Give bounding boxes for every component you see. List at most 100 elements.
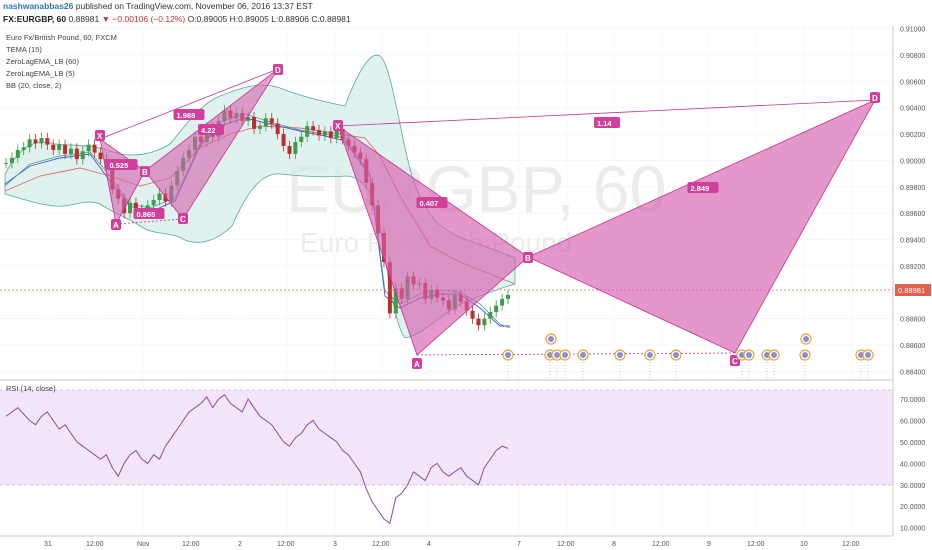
pattern-point-b: B (142, 168, 148, 177)
legend-symbol[interactable]: Euro Fx/British Pound, 60, FXCM (6, 33, 117, 42)
symbol-line: FX:EURGBP, 60 0.88981 ▼ −0.00106 (−0.12%… (0, 13, 932, 26)
pattern-point-box (870, 92, 880, 103)
candle-body (328, 131, 333, 139)
pattern-point-labels: X A B C D X A B C D (95, 64, 880, 369)
time-axis-ticks[interactable]: 31 12:00 Nov 12:00 2 12:00 3 12:00 4 7 12:00 8 12:00… (44, 541, 860, 548)
event-flag-dot (647, 352, 653, 358)
event-flag-dot (858, 352, 864, 358)
time-tick-label: Nov (137, 541, 150, 548)
event-flag-dot (764, 352, 770, 358)
candle-body (470, 310, 475, 319)
rsi-tick-label: 20.0000 (900, 504, 925, 511)
pattern-2-ac-line (416, 352, 736, 356)
candle-body (86, 144, 91, 152)
price-axis-ticks[interactable]: 0.91000 0.90800 0.90600 0.90400 0.90200 0.900… (900, 27, 925, 377)
price-tick-label: 0.89400 (900, 238, 925, 245)
price-tick-label: 0.88800 (900, 317, 925, 324)
author-link[interactable]: nashwanabbas26 (3, 1, 74, 11)
event-flag-dot (547, 352, 553, 358)
event-flag-dot (865, 352, 871, 358)
candle-body (252, 116, 257, 129)
time-tick-label: 4 (427, 541, 431, 548)
candle-body (506, 294, 510, 299)
event-flag-dot (554, 352, 560, 358)
candle-body (9, 157, 14, 164)
time-tick-label: 3 (333, 541, 337, 548)
published-text: published on TradingView.com, November 0… (75, 1, 313, 11)
candle-body (151, 200, 156, 206)
price-change: −0.00106 (−0.12%) (112, 14, 186, 24)
rsi-tick-label: 40.0000 (900, 461, 925, 468)
pattern-point-box (140, 166, 150, 177)
symbol-name[interactable]: FX:EURGBP, 60 (3, 14, 67, 24)
candle-body (263, 118, 268, 127)
price-tick-label: 0.88600 (900, 343, 925, 350)
candle-body (317, 130, 322, 136)
time-tick-label: 12:00 (652, 541, 670, 548)
down-arrow-icon: ▼ (101, 14, 111, 24)
event-flag-dot (802, 352, 808, 358)
ratio-label: 0.525 (110, 161, 129, 170)
economic-event-flags[interactable] (502, 333, 874, 382)
event-flag-dot (617, 352, 623, 358)
price-tick-label: 0.90400 (900, 106, 925, 113)
candle-body (74, 148, 79, 160)
publisher-line: nashwanabbas26 published on TradingView.… (0, 0, 932, 13)
candle-body (57, 144, 62, 150)
candle-body (45, 138, 50, 145)
price-tick-label: 0.90200 (900, 132, 925, 139)
chart-canvas[interactable]: EURGBP, 60 Euro Fx/British Pound XABCDXA… (0, 26, 932, 550)
indicator-legend[interactable]: Euro Fx/British Pound, 60, FXCM TEMA (15… (6, 33, 117, 90)
legend-tema[interactable]: TEMA (15) (6, 45, 42, 54)
ratio-label-box (416, 197, 448, 208)
legend-zerolag-60[interactable]: ZeroLagEMA_LB (60) (6, 57, 79, 66)
ratio-label-box (106, 159, 138, 170)
pattern-2-xab-triangle (337, 124, 529, 356)
price-tick-label: 0.89800 (900, 185, 925, 192)
pattern-1-bcd-triangle (144, 68, 279, 220)
pattern-2-xd-line (337, 99, 876, 127)
pattern-2-bcd-triangle (527, 99, 876, 354)
candle-body (51, 144, 56, 150)
time-tick-label: 7 (517, 541, 521, 548)
event-flag-dot (803, 336, 809, 342)
time-tick-label: 12:00 (182, 541, 200, 548)
ratio-label: 2.849 (691, 184, 710, 193)
rsi-axis-ticks[interactable]: 70.0000 60.0000 50.0000 40.0000 30.0000 20.00… (900, 397, 925, 532)
pattern-point-d: D (275, 66, 281, 75)
ratio-label-box (133, 208, 165, 219)
event-flag-dot (580, 352, 586, 358)
event-flag-dot (746, 352, 752, 358)
pattern-point-c: C (732, 357, 738, 366)
rsi-tick-label: 30.0000 (900, 483, 925, 490)
candle-body (305, 126, 310, 137)
price-axis-label: 0.88981 (898, 286, 925, 295)
rsi-band (0, 390, 893, 485)
pattern-point-box (178, 213, 188, 224)
candle-body (80, 151, 85, 160)
rsi-legend[interactable]: RSI (14, close) (6, 384, 56, 393)
event-flag-dot (548, 336, 554, 342)
legend-bollinger[interactable]: BB (20, close, 2) (6, 81, 62, 90)
pattern-point-box (412, 358, 422, 369)
price-tick-label: 0.88400 (900, 369, 925, 376)
price-tick-label: 0.90000 (900, 158, 925, 165)
candle-body (39, 138, 44, 144)
legend-zerolag-5[interactable]: ZeroLagEMA_LB (5) (6, 69, 75, 78)
pattern-point-box (333, 120, 343, 131)
price-tick-label: 0.89200 (900, 264, 925, 271)
ratio-label: 0.407 (420, 199, 439, 208)
candle-body (500, 298, 505, 306)
pattern-point-box (273, 64, 283, 75)
pattern-point-b: B (525, 254, 531, 263)
candle-body (488, 312, 493, 319)
pattern-point-box (95, 130, 105, 141)
candle-body (21, 147, 26, 150)
candle-body (269, 118, 274, 124)
candle-body (311, 126, 316, 131)
price-tick-label: 0.90600 (900, 79, 925, 86)
time-tick-label: 8 (612, 541, 616, 548)
candle-body (133, 202, 138, 210)
ratio-label-box (198, 124, 224, 135)
ohlc-values: O:0.89005 H:0.89005 L:0.88906 C:0.88981 (187, 14, 351, 24)
